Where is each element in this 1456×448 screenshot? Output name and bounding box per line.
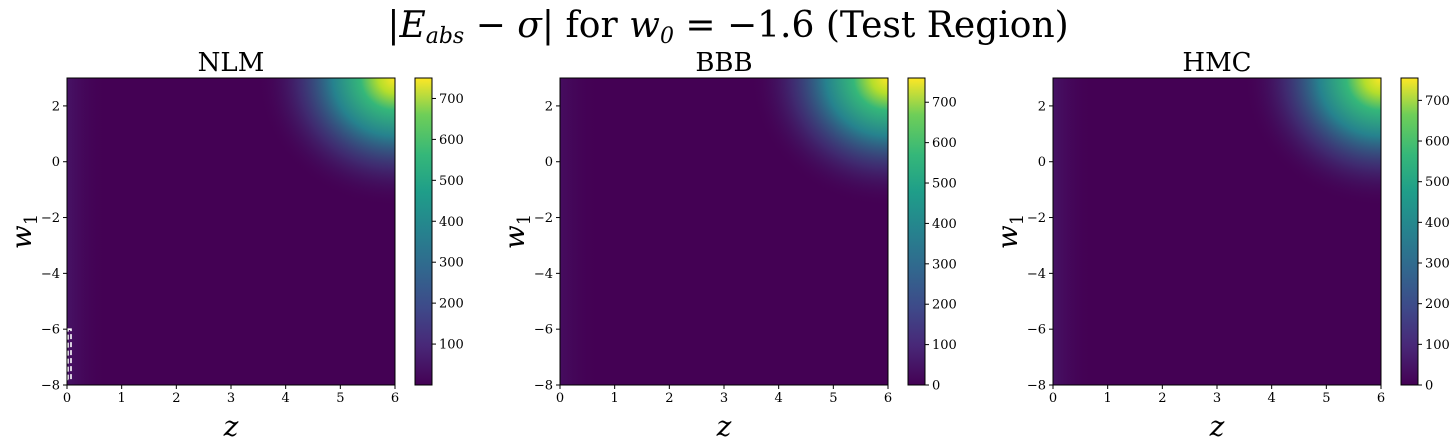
colorbar-tick-label: 400 xyxy=(932,217,957,232)
y-tick-label: −8 xyxy=(41,379,60,394)
y-axis-label-subscript: 1 xyxy=(1007,214,1028,225)
y-tick-label: −4 xyxy=(534,267,553,282)
panel-title: HMC xyxy=(1182,48,1251,78)
x-tick-label: 2 xyxy=(1158,391,1166,406)
x-tick-label: 6 xyxy=(884,391,892,406)
colorbar-tick-label: 100 xyxy=(439,338,464,353)
colorbar-tick-label: 200 xyxy=(1425,297,1450,312)
colorbar-tick-label: 600 xyxy=(932,136,957,151)
colorbar-tick-label: 700 xyxy=(439,92,464,107)
y-axis-label-main: w xyxy=(498,225,531,249)
colorbar: 0 100 200 300 400 500 600 700 xyxy=(907,77,957,394)
colorbar-tick-label: 300 xyxy=(932,257,957,272)
x-axis-label: z xyxy=(716,410,732,443)
x-tick-label: 4 xyxy=(1268,391,1276,406)
x-tick-label: 4 xyxy=(775,391,783,406)
colorbar-tick-label: 500 xyxy=(439,174,464,189)
colorbar-tick-label: 200 xyxy=(932,298,957,313)
colorbar-tick-label: 300 xyxy=(439,256,464,271)
y-tick-label: 0 xyxy=(545,155,553,170)
x-tick-label: 2 xyxy=(172,391,180,406)
y-axis-label: w1 xyxy=(991,214,1028,249)
x-tick-label: 5 xyxy=(336,391,344,406)
colorbar-tick-label: 0 xyxy=(1425,379,1433,394)
panel-title: NLM xyxy=(198,48,265,78)
figure-suptitle: |Eabs − σ| for w0 = −1.6 (Test Region) xyxy=(387,5,1069,49)
y-axis-label-subscript: 1 xyxy=(514,214,535,225)
colorbar-gradient xyxy=(414,77,433,386)
colorbar: 100 200 300 400 500 600 700 xyxy=(414,77,464,386)
y-axis-label: w1 xyxy=(498,214,535,249)
colorbar-tick-label: 100 xyxy=(932,338,957,353)
colorbar-tick-label: 700 xyxy=(932,96,957,111)
x-tick-label: 1 xyxy=(611,391,619,406)
colorbar-gradient xyxy=(1400,77,1419,386)
y-axis-label-main: w xyxy=(991,225,1024,249)
panel-title: BBB xyxy=(695,48,752,78)
y-axis-label: w1 xyxy=(5,214,42,249)
x-tick-label: 1 xyxy=(118,391,126,406)
colorbar-tick-label: 600 xyxy=(439,133,464,148)
x-tick-label: 6 xyxy=(1377,391,1385,406)
y-tick-label: −6 xyxy=(534,323,553,338)
colorbar-gradient xyxy=(907,77,926,386)
y-tick-label: −4 xyxy=(41,267,60,282)
y-tick-label: 0 xyxy=(52,155,60,170)
y-tick-label: −6 xyxy=(1027,323,1046,338)
y-tick-label: −8 xyxy=(1027,379,1046,394)
x-tick-label: 6 xyxy=(391,391,399,406)
x-tick-label: 0 xyxy=(1049,391,1057,406)
x-tick-label: 0 xyxy=(63,391,71,406)
heatmap-peak-region xyxy=(67,78,395,385)
colorbar-tick-label: 100 xyxy=(1425,338,1450,353)
x-tick-label: 3 xyxy=(720,391,728,406)
x-tick-label: 5 xyxy=(829,391,837,406)
y-tick-label: −2 xyxy=(534,211,553,226)
y-tick-label: 2 xyxy=(52,99,60,114)
x-tick-label: 3 xyxy=(227,391,235,406)
dashed-region-box xyxy=(67,328,72,381)
y-tick-label: −2 xyxy=(1027,211,1046,226)
y-tick-label: −4 xyxy=(1027,267,1046,282)
y-axis-label-main: w xyxy=(5,225,38,249)
x-tick-label: 5 xyxy=(1322,391,1330,406)
x-tick-label: 2 xyxy=(665,391,673,406)
colorbar-tick-label: 400 xyxy=(439,215,464,230)
colorbar-tick-label: 0 xyxy=(932,379,940,394)
colorbar: 0 100 200 300 400 500 600 700 xyxy=(1400,77,1450,394)
y-tick-label: −2 xyxy=(41,211,60,226)
heatmap-peak-region xyxy=(1053,78,1381,385)
colorbar-tick-label: 700 xyxy=(1425,94,1450,109)
y-axis-label-subscript: 1 xyxy=(21,214,42,225)
x-axis-label: z xyxy=(1209,410,1225,443)
y-tick-label: −6 xyxy=(41,323,60,338)
y-tick-label: 2 xyxy=(1038,99,1046,114)
heatmap-peak-region xyxy=(560,78,888,385)
colorbar-tick-label: 200 xyxy=(439,297,464,312)
x-tick-label: 3 xyxy=(1213,391,1221,406)
colorbar-tick-label: 300 xyxy=(1425,257,1450,272)
x-tick-label: 1 xyxy=(1104,391,1112,406)
y-tick-label: −8 xyxy=(534,379,553,394)
colorbar-tick-label: 500 xyxy=(1425,175,1450,190)
y-tick-label: 2 xyxy=(545,99,553,114)
colorbar-tick-label: 500 xyxy=(932,177,957,192)
x-tick-label: 4 xyxy=(282,391,290,406)
colorbar-tick-label: 400 xyxy=(1425,216,1450,231)
x-axis-label: z xyxy=(223,410,239,443)
colorbar-tick-label: 600 xyxy=(1425,135,1450,150)
y-tick-label: 0 xyxy=(1038,155,1046,170)
x-tick-label: 0 xyxy=(556,391,564,406)
